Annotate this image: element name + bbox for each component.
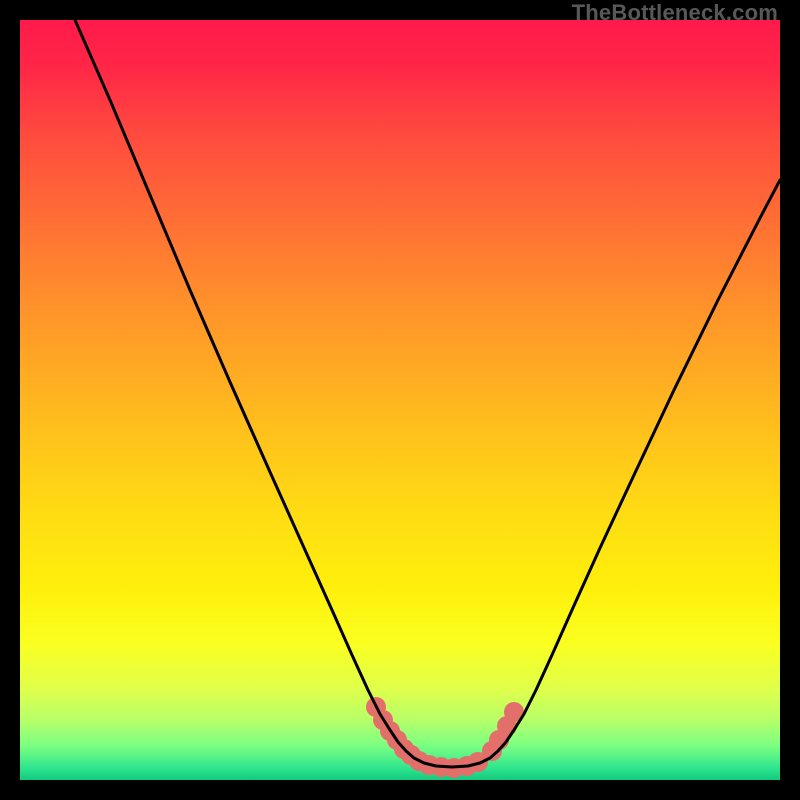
watermark-label: TheBottleneck.com	[572, 0, 778, 26]
chart-frame: TheBottleneck.com	[0, 0, 800, 800]
plot-area	[20, 20, 780, 780]
bottleneck-curve-chart	[20, 20, 780, 780]
heatmap-background	[20, 20, 780, 780]
